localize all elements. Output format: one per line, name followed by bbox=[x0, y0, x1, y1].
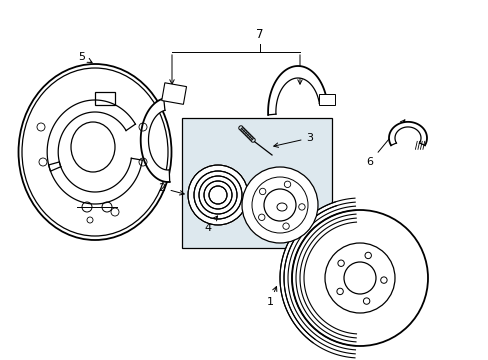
Polygon shape bbox=[388, 122, 426, 145]
Bar bbox=[95, 91, 115, 104]
Bar bbox=[318, 94, 334, 104]
Bar bbox=[182, 118, 331, 248]
Text: 3: 3 bbox=[273, 133, 313, 147]
Text: 7: 7 bbox=[256, 27, 263, 41]
Ellipse shape bbox=[22, 68, 167, 235]
Text: 1: 1 bbox=[266, 287, 276, 307]
Circle shape bbox=[280, 198, 439, 358]
Polygon shape bbox=[141, 99, 169, 182]
Circle shape bbox=[242, 167, 317, 243]
Text: 4: 4 bbox=[204, 216, 217, 233]
Text: 6: 6 bbox=[366, 120, 404, 167]
Polygon shape bbox=[267, 66, 326, 115]
Text: 5: 5 bbox=[79, 52, 92, 63]
Bar bbox=[162, 83, 186, 104]
Text: 2: 2 bbox=[158, 183, 184, 195]
Circle shape bbox=[186, 164, 248, 226]
